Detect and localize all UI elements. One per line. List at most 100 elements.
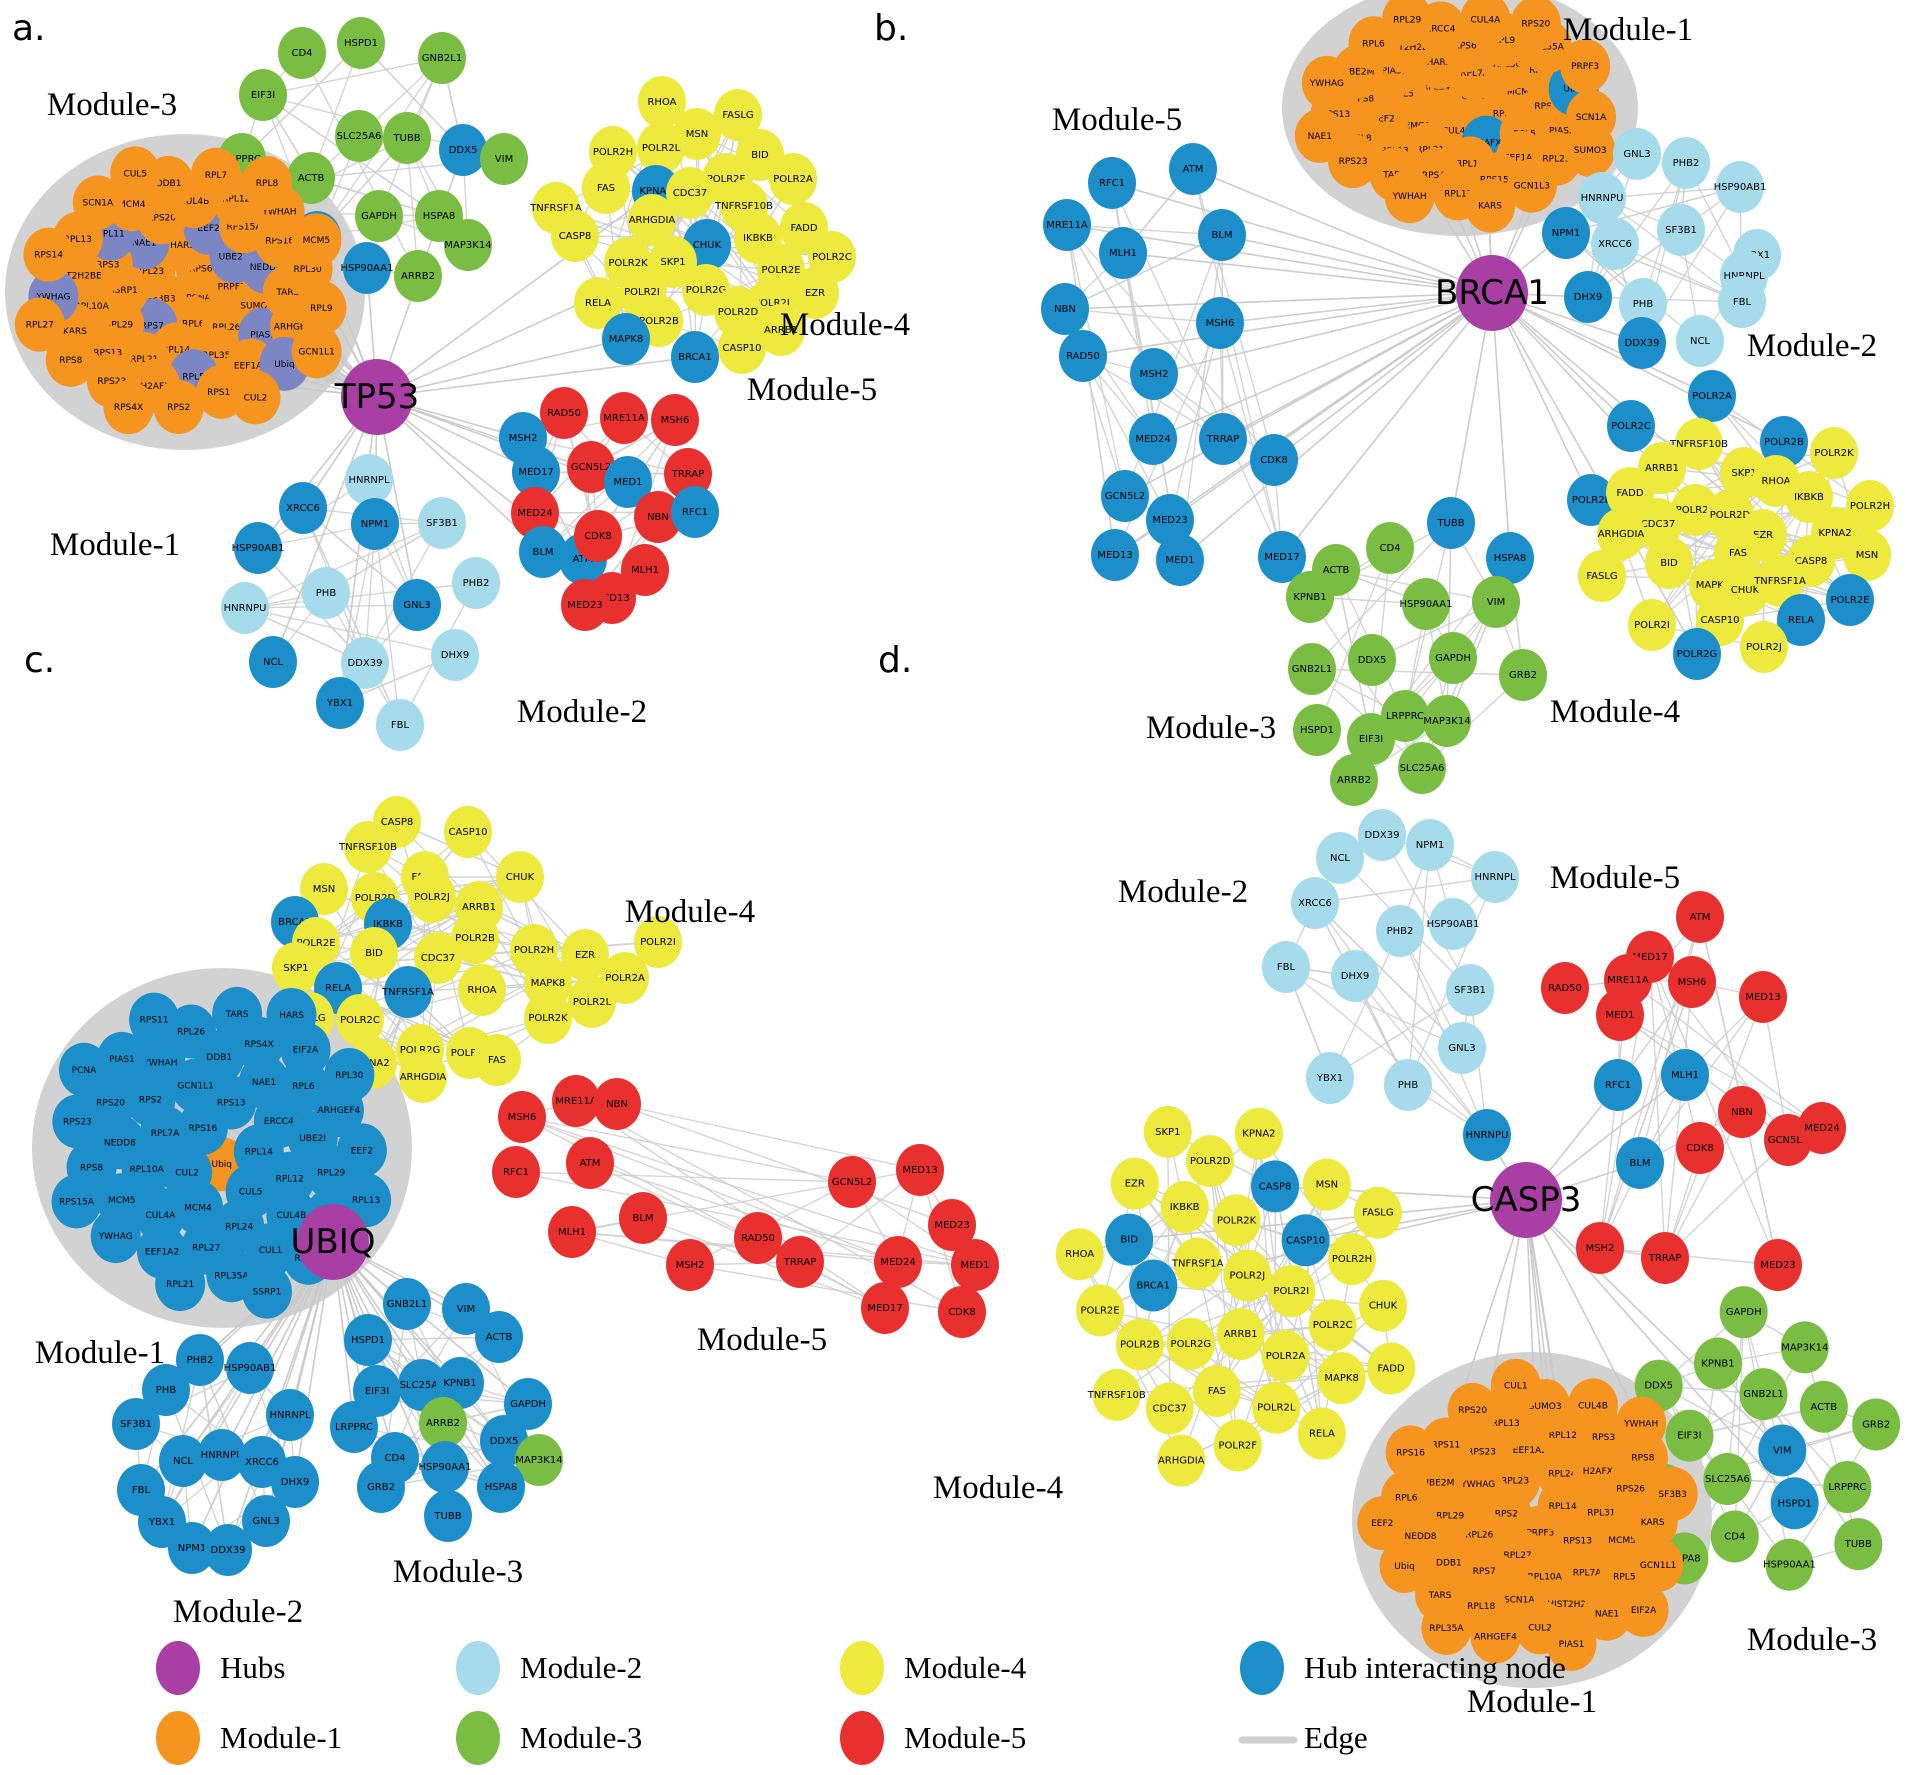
node-circle-GCN5L2[interactable]: [567, 441, 615, 493]
node-circle-IKBKB[interactable]: [1785, 471, 1833, 523]
node-HSPA8[interactable]: HSPA8: [1486, 532, 1534, 584]
node-circle-GNL3[interactable]: [393, 579, 441, 631]
node-circle-RFC1[interactable]: [1594, 1059, 1642, 1111]
node-HNRNPL[interactable]: HNRNPL: [266, 1389, 314, 1441]
node-circle-CDK8[interactable]: [574, 510, 622, 562]
node-circle-HSPD1[interactable]: [344, 1314, 392, 1366]
node-MED17[interactable]: MED17: [861, 1282, 909, 1334]
node-circle-IKBKB[interactable]: [1160, 1180, 1209, 1233]
node-CHUK[interactable]: CHUK: [496, 851, 544, 903]
node-circle-RAD50[interactable]: [1059, 330, 1107, 382]
node-circle-RPS15A[interactable]: [51, 1174, 102, 1229]
node-circle-CD4[interactable]: [278, 27, 326, 79]
node-circle-POLR2B[interactable]: [451, 912, 499, 964]
node-circle-HSPD1[interactable]: [1293, 704, 1341, 756]
node-circle-Ubiq[interactable]: [1379, 1538, 1430, 1593]
node-RFC1[interactable]: RFC1: [1088, 157, 1136, 209]
node-circle-MED13[interactable]: [1091, 529, 1139, 581]
node-circle-ARRB1[interactable]: [1216, 1307, 1265, 1360]
node-YBX1[interactable]: YBX1: [316, 677, 364, 729]
node-POLR2B[interactable]: POLR2B: [1115, 1318, 1164, 1371]
node-circle-POLR2B[interactable]: [1115, 1318, 1164, 1371]
node-TUBB[interactable]: TUBB: [1834, 1518, 1883, 1571]
node-circle-GAPDH[interactable]: [355, 190, 403, 242]
node-circle-YWHAG[interactable]: [90, 1209, 141, 1264]
node-circle-VIM[interactable]: [442, 1283, 490, 1335]
node-circle-NPM1[interactable]: [168, 1522, 216, 1574]
node-circle-POLR2E[interactable]: [1076, 1284, 1125, 1337]
node-NCL[interactable]: NCL: [249, 636, 297, 688]
node-POLR2J[interactable]: POLR2J: [1223, 1249, 1272, 1302]
node-POLR2D[interactable]: POLR2D: [1186, 1135, 1235, 1188]
node-ARHGDIA[interactable]: ARHGDIA: [399, 1051, 447, 1103]
node-CUL2[interactable]: CUL2: [230, 370, 281, 425]
node-circle-XRCC6[interactable]: [1291, 877, 1339, 929]
node-circle-SLC25A6[interactable]: [398, 1359, 446, 1411]
node-SLC25A6[interactable]: SLC25A6: [335, 110, 383, 162]
node-circle-MED1[interactable]: [1156, 534, 1204, 586]
node-MSN[interactable]: MSN: [673, 108, 721, 160]
node-circle-SF3B1[interactable]: [1446, 964, 1494, 1016]
node-circle-CUL2[interactable]: [230, 370, 281, 425]
node-CASP8[interactable]: CASP8: [1251, 1160, 1300, 1213]
node-circle-CDK8[interactable]: [1250, 434, 1298, 486]
node-circle-ARHGDIA[interactable]: [1157, 1434, 1206, 1487]
node-MED1[interactable]: MED1: [1156, 534, 1204, 586]
node-circle-KARS[interactable]: [1465, 178, 1516, 233]
node-circle-HSP90AA1[interactable]: [421, 1441, 469, 1493]
node-circle-CDC37[interactable]: [666, 167, 714, 219]
node-circle-MED13[interactable]: [1739, 971, 1787, 1023]
node-circle-MED23[interactable]: [1754, 1239, 1802, 1291]
node-circle-MAP3K14[interactable]: [1423, 695, 1471, 747]
node-circle-NCL[interactable]: [249, 636, 297, 688]
node-circle-TNFRSF10B[interactable]: [1092, 1368, 1141, 1421]
node-MED24[interactable]: MED24: [511, 487, 559, 539]
node-circle-GCN1L1[interactable]: [291, 324, 342, 379]
node-IKBKB[interactable]: IKBKB: [1160, 1180, 1209, 1233]
node-TUBB[interactable]: TUBB: [1427, 497, 1475, 549]
node-CUL1[interactable]: CUL1: [245, 1223, 296, 1278]
node-circle-NBN[interactable]: [1718, 1086, 1766, 1138]
node-circle-RPS20[interactable]: [1447, 1382, 1498, 1437]
node-circle-POLR2L[interactable]: [568, 976, 616, 1028]
node-KARS[interactable]: KARS: [1465, 178, 1516, 233]
node-MCM5[interactable]: MCM5: [291, 213, 342, 268]
node-ARRB2[interactable]: ARRB2: [419, 1397, 467, 1449]
node-TNFRSF10B[interactable]: TNFRSF10B: [1669, 418, 1728, 470]
node-circle-DDX39[interactable]: [341, 637, 389, 689]
node-SLC25A6[interactable]: SLC25A6: [1703, 1452, 1752, 1505]
node-FAS[interactable]: FAS: [473, 1034, 521, 1086]
node-circle-ARRB2[interactable]: [1330, 754, 1378, 806]
node-circle-MCM5[interactable]: [291, 213, 342, 268]
node-circle-ATM[interactable]: [1169, 143, 1217, 195]
node-TARS[interactable]: TARS: [212, 986, 263, 1041]
node-GCN1L3[interactable]: GCN1L3: [1506, 158, 1557, 213]
node-circle-POLR2C[interactable]: [1607, 400, 1655, 452]
node-circle-LRPPRC[interactable]: [330, 1401, 378, 1453]
node-circle-DDX39[interactable]: [1358, 809, 1406, 861]
node-circle-EZR[interactable]: [561, 929, 609, 981]
node-EZR[interactable]: EZR: [561, 929, 609, 981]
node-circle-ARRB1[interactable]: [757, 304, 805, 356]
node-RPS8[interactable]: RPS8: [45, 332, 96, 387]
node-HNRNPU[interactable]: HNRNPU: [1578, 172, 1626, 224]
node-circle-RPS16[interactable]: [1385, 1425, 1436, 1480]
node-circle-NBN[interactable]: [634, 491, 682, 543]
node-circle-POLR2I[interactable]: [1628, 599, 1676, 651]
node-circle-MSN[interactable]: [673, 108, 721, 160]
node-GNB2L1[interactable]: GNB2L1: [1739, 1368, 1788, 1421]
node-POLR2A[interactable]: POLR2A: [769, 153, 817, 205]
node-circle-RFC1[interactable]: [492, 1146, 540, 1198]
node-circle-NPM1[interactable]: [1406, 819, 1454, 871]
node-MED23[interactable]: MED23: [561, 579, 609, 631]
node-YWHAH[interactable]: YWHAH: [1384, 169, 1435, 224]
node-circle-GNB2L1[interactable]: [1288, 643, 1336, 695]
node-RHOA[interactable]: RHOA: [458, 964, 506, 1016]
node-MRE11A[interactable]: MRE11A: [552, 1075, 600, 1127]
node-EIF2A[interactable]: EIF2A: [1618, 1582, 1669, 1637]
node-CDC37[interactable]: CDC37: [414, 932, 462, 984]
node-GCN1L1[interactable]: GCN1L1: [1633, 1537, 1684, 1592]
node-circle-GAPDH[interactable]: [1719, 1286, 1768, 1339]
hub-BRCA1[interactable]: BRCA1: [1435, 255, 1549, 331]
node-circle-POLR2G[interactable]: [1673, 628, 1721, 680]
